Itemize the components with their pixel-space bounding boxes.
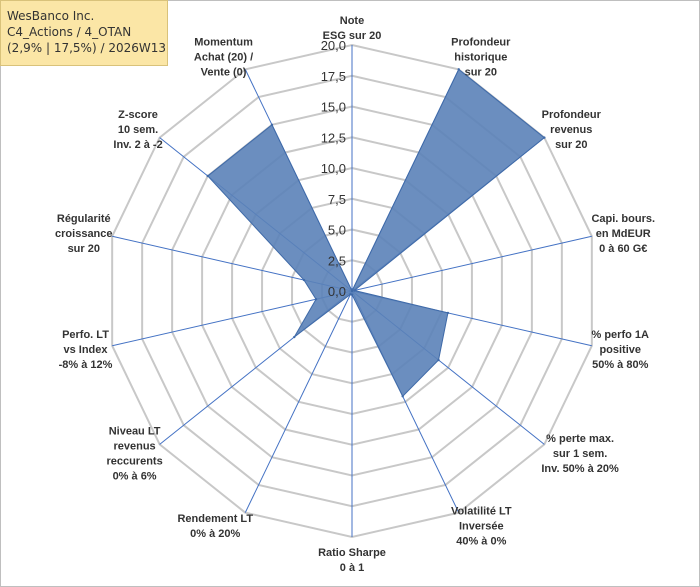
tick-label: 7,5 xyxy=(328,192,346,207)
series-point xyxy=(437,358,440,362)
series-point xyxy=(349,293,352,296)
category-label: Volatilité LT Inversée 40% à 0% xyxy=(451,505,512,547)
category-label: Perfo. LT vs Index -8% à 12% xyxy=(59,329,113,371)
series-point xyxy=(401,395,404,398)
category-label: Profondeur historique sur 20 xyxy=(451,37,511,79)
series-point xyxy=(206,174,209,178)
tick-label: 10,0 xyxy=(321,161,346,176)
tick-label: 0,0 xyxy=(328,284,346,299)
series-point xyxy=(293,335,296,339)
radar-series xyxy=(206,68,546,398)
series-point xyxy=(314,298,318,301)
tick-label: 5,0 xyxy=(328,223,346,238)
radar-category-labels: Note ESG sur 20 Profondeur historique sur 20… xyxy=(55,15,655,574)
category-label: Niveau LT revenus reccurents 0% à 6% xyxy=(106,426,162,483)
series-point xyxy=(270,123,274,126)
category-label: Momentum Achat (20) / Vente (0) xyxy=(194,37,253,79)
series-point xyxy=(302,278,306,282)
category-label: Z-score 10 sem. Inv. 2 à -2 xyxy=(113,109,162,151)
category-label: Régularité croissance sur 20 xyxy=(55,213,112,255)
series-point xyxy=(350,289,354,293)
series-point xyxy=(353,289,356,292)
info-stats: (2,9% | 17,5%) / 2026W13 xyxy=(7,41,166,55)
tick-label: 17,5 xyxy=(321,69,346,84)
category-label: % perte max. sur 1 sem. Inv. 50% à 20% xyxy=(541,433,619,475)
tick-label: 20,0 xyxy=(321,38,346,53)
radar-tick-labels: 0,0 2,5 5,0 7,5 10,0 12,5 15,0 17,5 20,0 xyxy=(321,38,346,299)
series-point xyxy=(446,311,450,315)
category-label: Note ESG sur 20 xyxy=(323,15,382,42)
category-label: Profondeur revenus sur 20 xyxy=(542,109,602,151)
tick-label: 12,5 xyxy=(321,130,346,145)
radar-axis xyxy=(244,290,353,513)
category-label: % perfo 1A positive 50% à 80% xyxy=(592,329,650,371)
category-label: Ratio Sharpe 0 à 1 xyxy=(318,547,386,574)
series-point xyxy=(457,68,460,71)
info-company: WesBanco Inc. xyxy=(7,9,95,23)
tick-label: 15,0 xyxy=(321,100,346,115)
radar-axis xyxy=(351,235,592,292)
series-point xyxy=(543,136,546,139)
category-label: Rendement LT 0% à 20% xyxy=(177,513,253,540)
category-label: Capi. bours. en MdEUR 0 à 60 G€ xyxy=(591,213,655,255)
info-box: WesBanco Inc. C4_Actions / 4_OTAN (2,9% … xyxy=(0,0,168,66)
radar-axis xyxy=(112,290,353,347)
info-portfolio: C4_Actions / 4_OTAN xyxy=(7,25,132,39)
tick-label: 2,5 xyxy=(328,253,346,268)
